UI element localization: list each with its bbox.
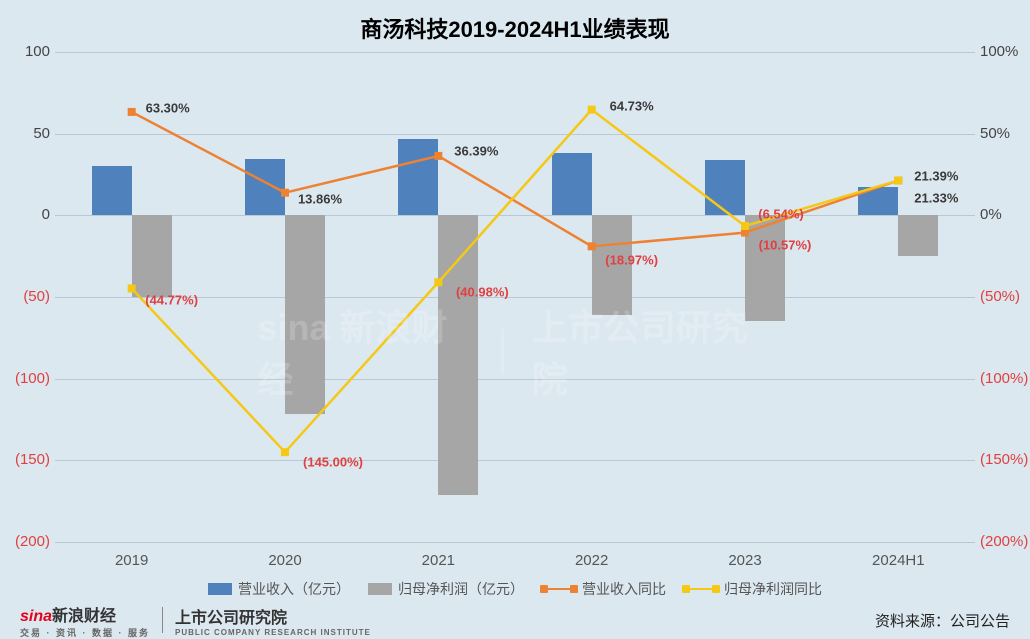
line-marker [281, 448, 289, 456]
footer: sina新浪财经 交易 · 资讯 · 数据 · 服务 上市公司研究院 PUBLI… [0, 605, 1030, 639]
legend-item: 归母净利润（亿元） [368, 579, 524, 599]
legend-item: 营业收入（亿元） [208, 579, 350, 599]
line-marker [128, 284, 136, 292]
data-label: (40.98%) [456, 285, 509, 300]
legend-label: 营业收入同比 [582, 579, 666, 599]
legend-item: 归母净利润同比 [684, 579, 822, 599]
y-left-tick-label: (100) [5, 370, 50, 387]
data-label: 21.33% [914, 191, 958, 206]
x-tick-label: 2019 [115, 552, 148, 569]
line-marker [741, 222, 749, 230]
logo-sina: sina新浪财经 交易 · 资讯 · 数据 · 服务 [20, 602, 150, 639]
legend-swatch [368, 583, 392, 595]
line-marker [434, 278, 442, 286]
legend-item: 营业收入同比 [542, 579, 666, 599]
y-left-tick-label: 100 [5, 43, 50, 60]
data-label: (145.00%) [303, 455, 363, 470]
legend-line-marker [542, 588, 576, 590]
x-tick-label: 2021 [422, 552, 455, 569]
y-left-tick-label: (50) [5, 288, 50, 305]
y-left-tick-label: 50 [5, 125, 50, 142]
y-right-tick-label: 0% [980, 206, 1030, 223]
y-left-tick-label: 0 [5, 206, 50, 223]
gridline [55, 542, 975, 543]
y-right-tick-label: 100% [980, 43, 1030, 60]
data-label: 36.39% [454, 143, 498, 158]
data-label: (44.77%) [145, 293, 198, 308]
chart-plot-area: 100100%5050%00%(50)(50%)(100)(100%)(150)… [55, 52, 975, 542]
line-marker [894, 176, 902, 184]
x-tick-label: 2023 [728, 552, 761, 569]
y-right-tick-label: (50%) [980, 288, 1030, 305]
y-right-tick-label: (200%) [980, 533, 1030, 550]
line-marker [434, 152, 442, 160]
data-label: (10.57%) [759, 237, 812, 252]
legend-label: 归母净利润（亿元） [398, 579, 524, 599]
y-left-tick-label: (150) [5, 451, 50, 468]
y-left-tick-label: (200) [5, 533, 50, 550]
line-marker [588, 242, 596, 250]
y-right-tick-label: 50% [980, 125, 1030, 142]
data-label: 13.86% [298, 191, 342, 206]
line-marker [128, 108, 136, 116]
line-marker [281, 189, 289, 197]
chart-title: 商汤科技2019-2024H1业绩表现 [0, 0, 1030, 52]
legend-line-marker [684, 588, 718, 590]
logo-institute: 上市公司研究院 PUBLIC COMPANY RESEARCH INSTITUT… [175, 604, 371, 637]
data-source: 资料来源：公司公告 [875, 610, 1010, 631]
legend: 营业收入（亿元） 归母净利润（亿元） 营业收入同比 归母净利润同比 [0, 579, 1030, 599]
line-series [132, 110, 899, 453]
legend-swatch [208, 583, 232, 595]
x-tick-label: 2024H1 [872, 552, 925, 569]
x-tick-label: 2022 [575, 552, 608, 569]
legend-label: 归母净利润同比 [724, 579, 822, 599]
data-label: (6.54%) [758, 207, 804, 222]
data-label: (18.97%) [605, 253, 658, 268]
data-label: 21.39% [914, 169, 958, 184]
legend-label: 营业收入（亿元） [238, 579, 350, 599]
line-marker [588, 106, 596, 114]
line-series [132, 112, 899, 246]
data-label: 63.30% [146, 100, 190, 115]
y-right-tick-label: (100%) [980, 370, 1030, 387]
y-right-tick-label: (150%) [980, 451, 1030, 468]
footer-separator [162, 607, 163, 633]
x-tick-label: 2020 [268, 552, 301, 569]
data-label: 64.73% [610, 98, 654, 113]
